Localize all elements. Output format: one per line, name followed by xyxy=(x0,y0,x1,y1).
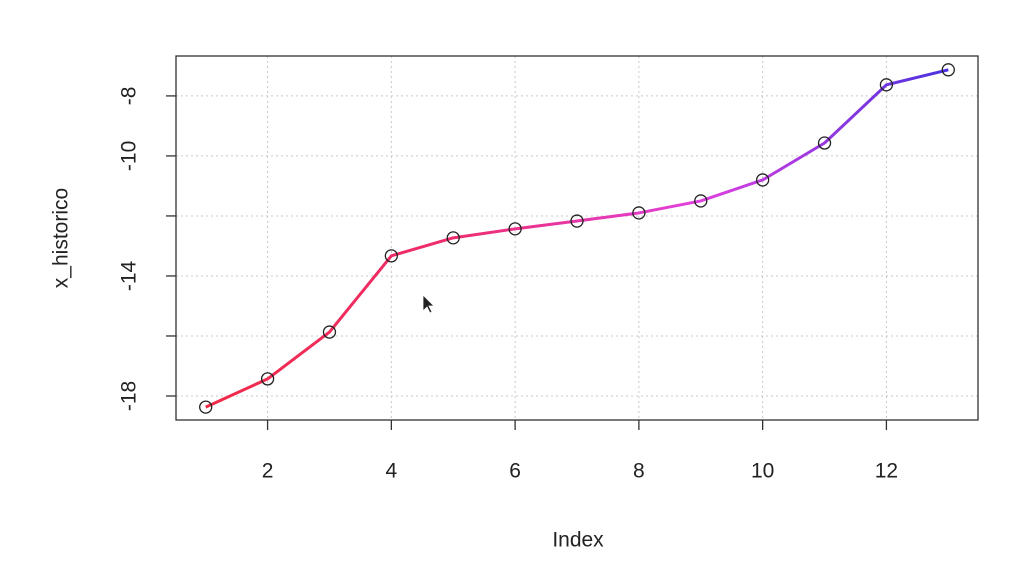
mouse-cursor xyxy=(422,294,435,314)
y-tick-label: -8 xyxy=(118,87,141,106)
data-point xyxy=(879,78,894,92)
x-tick-label: 6 xyxy=(509,460,521,483)
data-point xyxy=(570,214,584,228)
y-tick-label: -10 xyxy=(118,141,141,171)
y-tick-label: -18 xyxy=(118,381,141,411)
data-point xyxy=(384,249,399,263)
plot-frame xyxy=(175,55,979,421)
y-axis-label: x_historico xyxy=(50,188,73,288)
data-point xyxy=(755,173,770,187)
data-point xyxy=(199,400,213,414)
data-line xyxy=(205,68,949,409)
data-point xyxy=(632,206,646,220)
x-axis-label: Index xyxy=(552,529,604,552)
data-point xyxy=(817,136,832,150)
x-tick-label: 4 xyxy=(386,460,398,483)
y-tick-label: -14 xyxy=(118,260,141,291)
data-point xyxy=(322,325,337,339)
data-point xyxy=(508,222,522,236)
x-tick-label: 10 xyxy=(751,460,774,483)
x-tick-label: 8 xyxy=(633,460,645,483)
data-point xyxy=(260,372,275,386)
data-point xyxy=(694,194,708,208)
data-point xyxy=(941,63,955,77)
grid xyxy=(176,56,978,420)
data-point xyxy=(446,231,460,245)
x-tick-label: 2 xyxy=(262,460,274,483)
x-tick-label: 12 xyxy=(875,460,898,483)
